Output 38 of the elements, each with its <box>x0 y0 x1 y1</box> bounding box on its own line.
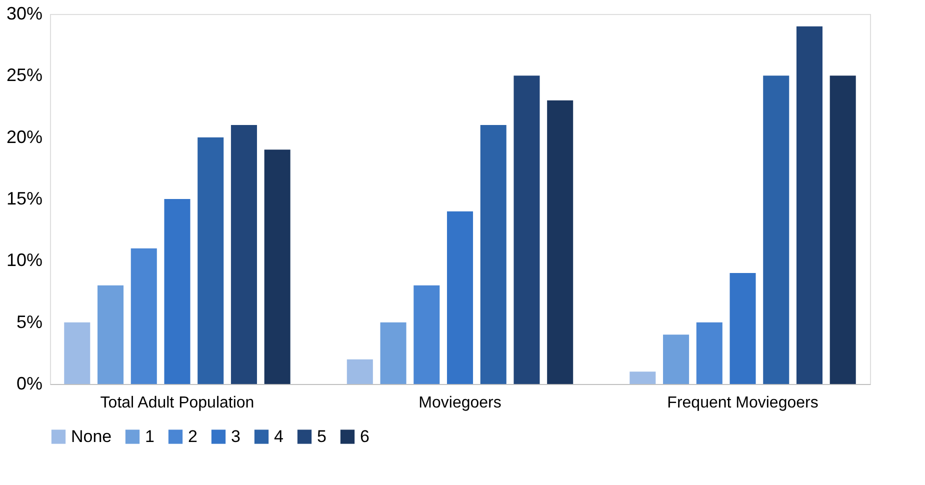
bar <box>830 76 856 384</box>
y-tick-label: 10% <box>6 250 42 270</box>
x-tick-label: Moviegoers <box>418 394 502 412</box>
bar <box>164 199 190 384</box>
bar <box>98 285 124 384</box>
bar <box>380 322 406 384</box>
y-tick-label: 0% <box>16 374 42 394</box>
y-tick-label: 5% <box>16 312 42 332</box>
legend-label: 6 <box>360 426 370 446</box>
bar <box>630 372 656 384</box>
y-tick-label: 20% <box>6 126 42 147</box>
bar <box>763 76 790 384</box>
bar <box>130 248 157 384</box>
bar <box>514 76 540 384</box>
bar <box>480 125 506 384</box>
bar <box>414 285 440 384</box>
x-tick-label: Total Adult Population <box>100 394 254 412</box>
y-tick-label: 30% <box>6 4 42 24</box>
bar <box>264 150 290 384</box>
legend-label: None <box>71 426 112 446</box>
bar <box>696 322 722 384</box>
bar <box>547 100 574 384</box>
legend-label: 5 <box>317 426 326 446</box>
bar <box>64 322 90 384</box>
x-tick-label: Frequent Moviegoers <box>667 394 818 412</box>
legend-label: 2 <box>188 426 198 446</box>
legend-label: 4 <box>274 426 284 446</box>
y-tick-label: 15% <box>6 188 42 208</box>
legend-label: 1 <box>145 426 154 446</box>
bar <box>346 359 373 384</box>
bar <box>730 273 756 384</box>
bar <box>446 211 474 384</box>
bar <box>198 137 224 384</box>
bar <box>663 334 690 384</box>
bar <box>230 125 257 384</box>
legend-label: 3 <box>231 426 240 446</box>
y-tick-label: 25% <box>6 65 42 86</box>
bar <box>796 26 822 384</box>
